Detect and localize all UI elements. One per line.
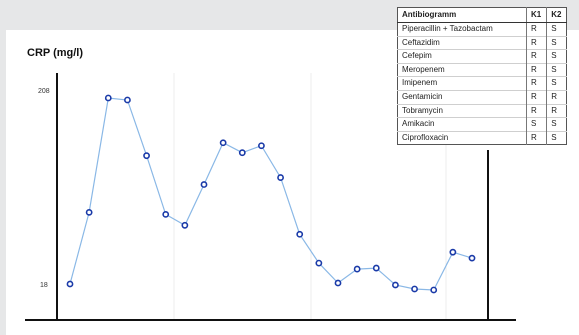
susceptibility-cell: R <box>525 103 547 118</box>
data-point <box>315 259 323 267</box>
antibiotic-name-cell: Piperacillin + Tazobactam <box>397 22 527 37</box>
table-row: Tobramycin R R <box>397 103 567 118</box>
antibiotic-name-cell: Imipenem <box>397 76 527 91</box>
table-row: Meropenem R S <box>397 62 567 77</box>
table-row: Cefepim R S <box>397 49 567 64</box>
column-header: K1 <box>525 7 547 23</box>
data-point <box>372 264 380 272</box>
table-row: Ceftazidim R S <box>397 35 567 50</box>
susceptibility-cell: R <box>525 49 547 64</box>
susceptibility-cell: S <box>546 22 567 37</box>
data-point <box>85 208 93 216</box>
antibiotic-name-cell: Gentamicin <box>397 89 527 105</box>
antibiogram-table: Antibiogramm K1 K2 Piperacillin + Tazoba… <box>397 7 568 146</box>
data-point <box>258 142 265 150</box>
data-point <box>162 210 170 218</box>
series-line <box>69 97 473 291</box>
data-point <box>392 281 399 289</box>
table-header-row: Antibiogramm K1 K2 <box>397 7 567 23</box>
antibiotic-name-cell: Cefepim <box>397 49 527 64</box>
data-point <box>66 280 74 288</box>
susceptibility-cell: S <box>546 130 567 145</box>
y-tick-label: 208 <box>38 88 50 95</box>
susceptibility-cell: R <box>525 35 547 50</box>
susceptibility-cell: R <box>525 89 547 105</box>
antibiotic-name-cell: Meropenem <box>397 62 527 77</box>
susceptibility-cell: S <box>546 49 567 64</box>
susceptibility-cell: S <box>546 35 567 50</box>
y-axis-label: CRP (mg/l) <box>27 47 84 59</box>
data-point <box>353 265 361 273</box>
data-point <box>200 181 208 188</box>
antibiotic-name-cell: Tobramycin <box>397 103 527 118</box>
data-point <box>411 285 418 293</box>
susceptibility-cell: S <box>546 117 567 132</box>
data-point <box>468 254 476 262</box>
column-header: Antibiogramm <box>397 7 527 23</box>
data-point <box>277 174 284 181</box>
susceptibility-cell: S <box>546 62 567 77</box>
susceptibility-cell: S <box>525 117 547 132</box>
susceptibility-cell: R <box>525 62 547 77</box>
data-point <box>238 149 246 157</box>
data-point <box>296 230 304 238</box>
data-point <box>219 139 227 147</box>
data-point <box>181 221 189 229</box>
data-point <box>430 286 438 294</box>
susceptibility-cell: R <box>546 89 567 105</box>
susceptibility-cell: R <box>525 130 547 145</box>
y-tick-label: 18 <box>40 282 48 289</box>
table-row: Ciprofloxacin R S <box>397 130 567 145</box>
axes <box>25 73 516 321</box>
table-row: Gentamicin R R <box>397 89 567 105</box>
data-point <box>143 152 150 160</box>
table-row: Piperacillin + Tazobactam R S <box>397 22 567 37</box>
data-point <box>334 279 342 287</box>
susceptibility-cell: R <box>525 22 547 37</box>
data-point <box>449 248 457 256</box>
table-row: Amikacin S S <box>397 117 567 132</box>
table-row: Imipenem R S <box>397 76 567 91</box>
antibiotic-name-cell: Amikacin <box>397 117 527 132</box>
susceptibility-cell: S <box>546 76 567 91</box>
data-point <box>104 94 112 102</box>
susceptibility-cell: R <box>525 76 547 91</box>
antibiotic-name-cell: Ciprofloxacin <box>397 130 527 145</box>
data-point <box>124 96 131 104</box>
crp-series <box>66 94 476 294</box>
antibiotic-name-cell: Ceftazidim <box>397 35 527 50</box>
column-header: K2 <box>546 7 567 23</box>
susceptibility-cell: R <box>546 103 567 118</box>
